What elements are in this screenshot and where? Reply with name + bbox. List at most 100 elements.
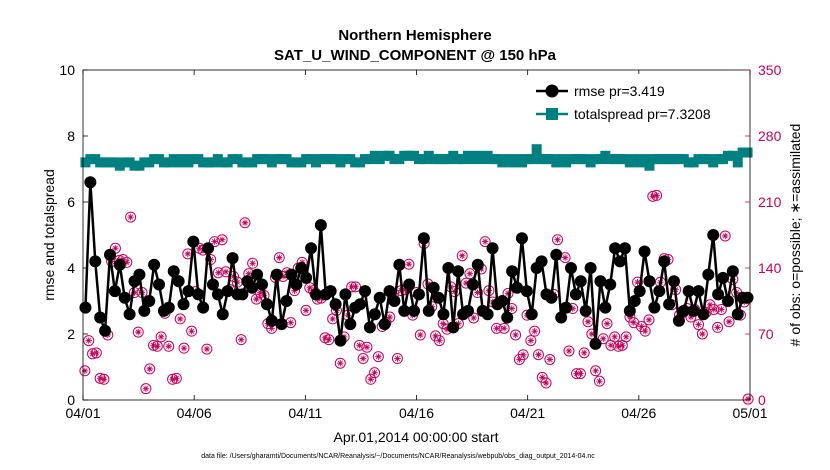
legend-spread-label: totalspread pr=7.3208	[574, 106, 711, 122]
rmse-point	[687, 304, 700, 317]
rmse-point	[305, 242, 318, 255]
rmse-point	[442, 262, 455, 274]
obs-assimilated-point	[718, 306, 725, 313]
rmse-point	[388, 295, 401, 307]
rmse-point	[412, 288, 425, 301]
rmse-point	[256, 278, 269, 291]
obs-assimilated-point	[649, 193, 657, 200]
rmse-point	[329, 298, 342, 311]
spread-point	[526, 154, 537, 165]
obs-assimilated-point	[554, 236, 561, 243]
rmse-point	[452, 265, 465, 278]
obs-possible-point	[693, 319, 705, 331]
obs-assimilated-point	[581, 349, 588, 357]
rmse-point	[221, 285, 234, 298]
obs-assimilated-point	[603, 320, 611, 327]
obs-assimilated-point	[695, 321, 702, 328]
obs-possible-point	[506, 303, 518, 315]
obs-assimilated-point	[459, 252, 466, 259]
obs-possible-point	[719, 230, 731, 242]
rmse-point	[721, 295, 734, 307]
rmse-point	[309, 288, 322, 301]
obs-possible-point	[529, 325, 541, 337]
rmse-point	[314, 219, 327, 232]
obs-assimilated-point	[512, 331, 519, 339]
obs-assimilated-point	[165, 343, 172, 350]
obs-possible-point	[502, 287, 514, 299]
obs-assimilated-point	[542, 379, 550, 387]
obs-assimilated-point	[565, 347, 573, 355]
obs-assimilated-point	[180, 344, 188, 352]
obs-possible-point	[132, 326, 144, 338]
obs-possible-point	[643, 314, 655, 326]
obs-assimilated-point	[237, 336, 245, 343]
rmse-point	[614, 255, 627, 268]
legend-spread-marker	[546, 108, 558, 120]
rmse-point	[623, 304, 636, 317]
rmse-point	[182, 285, 195, 298]
obs-possible-point	[323, 334, 335, 346]
rmse-point	[295, 262, 308, 274]
obs-possible-point	[639, 325, 651, 337]
obs-possible-point	[479, 236, 491, 248]
obs-assimilated-point	[725, 318, 733, 325]
obs-assimilated-point	[500, 325, 508, 332]
obs-possible-point	[140, 383, 152, 395]
obs-assimilated-point	[257, 289, 264, 296]
rmse-point	[94, 311, 107, 324]
rmse-point	[334, 334, 347, 347]
obs-assimilated-point	[455, 320, 462, 327]
obs-possible-point	[79, 365, 91, 377]
obs-possible-point	[391, 353, 403, 365]
obs-assimilated-point	[516, 356, 523, 363]
obs-assimilated-point	[714, 324, 721, 331]
y-tick-label-left: 8	[67, 128, 75, 144]
rmse-point	[202, 242, 215, 255]
obs-assimilated-point	[535, 351, 542, 358]
obs-assimilated-point	[474, 289, 481, 296]
obs-assimilated-point	[352, 283, 359, 291]
obs-possible-point	[155, 331, 167, 343]
obs-possible-point	[742, 393, 754, 405]
x-axis-label: Apr.01,2014 00:00:00 start	[333, 429, 498, 445]
x-tick-label: 04/16	[399, 405, 434, 421]
obs-assimilated-point	[527, 337, 535, 344]
obs-possible-point	[517, 349, 529, 361]
obs-possible-point	[696, 328, 708, 340]
obs-assimilated-point	[466, 270, 474, 277]
rmse-point	[143, 295, 156, 307]
rmse-point	[643, 275, 656, 288]
rmse-point	[501, 311, 514, 324]
rmse-point	[123, 308, 136, 321]
rmse-point	[251, 268, 264, 281]
x-tick-label: 04/06	[177, 405, 212, 421]
obs-assimilated-point	[687, 313, 695, 321]
obs-assimilated-point	[112, 245, 119, 252]
obs-possible-point	[300, 304, 312, 316]
obs-possible-point	[544, 353, 556, 365]
obs-assimilated-point	[279, 273, 287, 280]
obs-assimilated-point	[386, 313, 394, 321]
y-tick-label-left: 10	[59, 62, 75, 78]
spread-point	[727, 150, 738, 161]
obs-assimilated-point	[367, 376, 374, 383]
rmse-point	[427, 281, 440, 294]
obs-possible-point	[235, 334, 247, 346]
rmse-point	[535, 255, 548, 268]
series-layer	[79, 144, 754, 350]
obs-assimilated-point	[85, 337, 92, 344]
rmse-point	[177, 298, 190, 311]
rmse-point	[275, 318, 288, 331]
obs-possible-point	[532, 349, 544, 361]
rmse-point	[496, 295, 509, 307]
rmse-point	[658, 255, 671, 268]
rmse-point	[677, 304, 690, 317]
spread-point	[639, 154, 650, 165]
obs-assimilated-point	[546, 356, 554, 363]
spread-point	[644, 160, 655, 171]
obs-assimilated-point	[641, 327, 649, 335]
rmse-point	[246, 281, 259, 294]
rmse-point	[653, 285, 666, 298]
rmse-point	[560, 301, 573, 314]
